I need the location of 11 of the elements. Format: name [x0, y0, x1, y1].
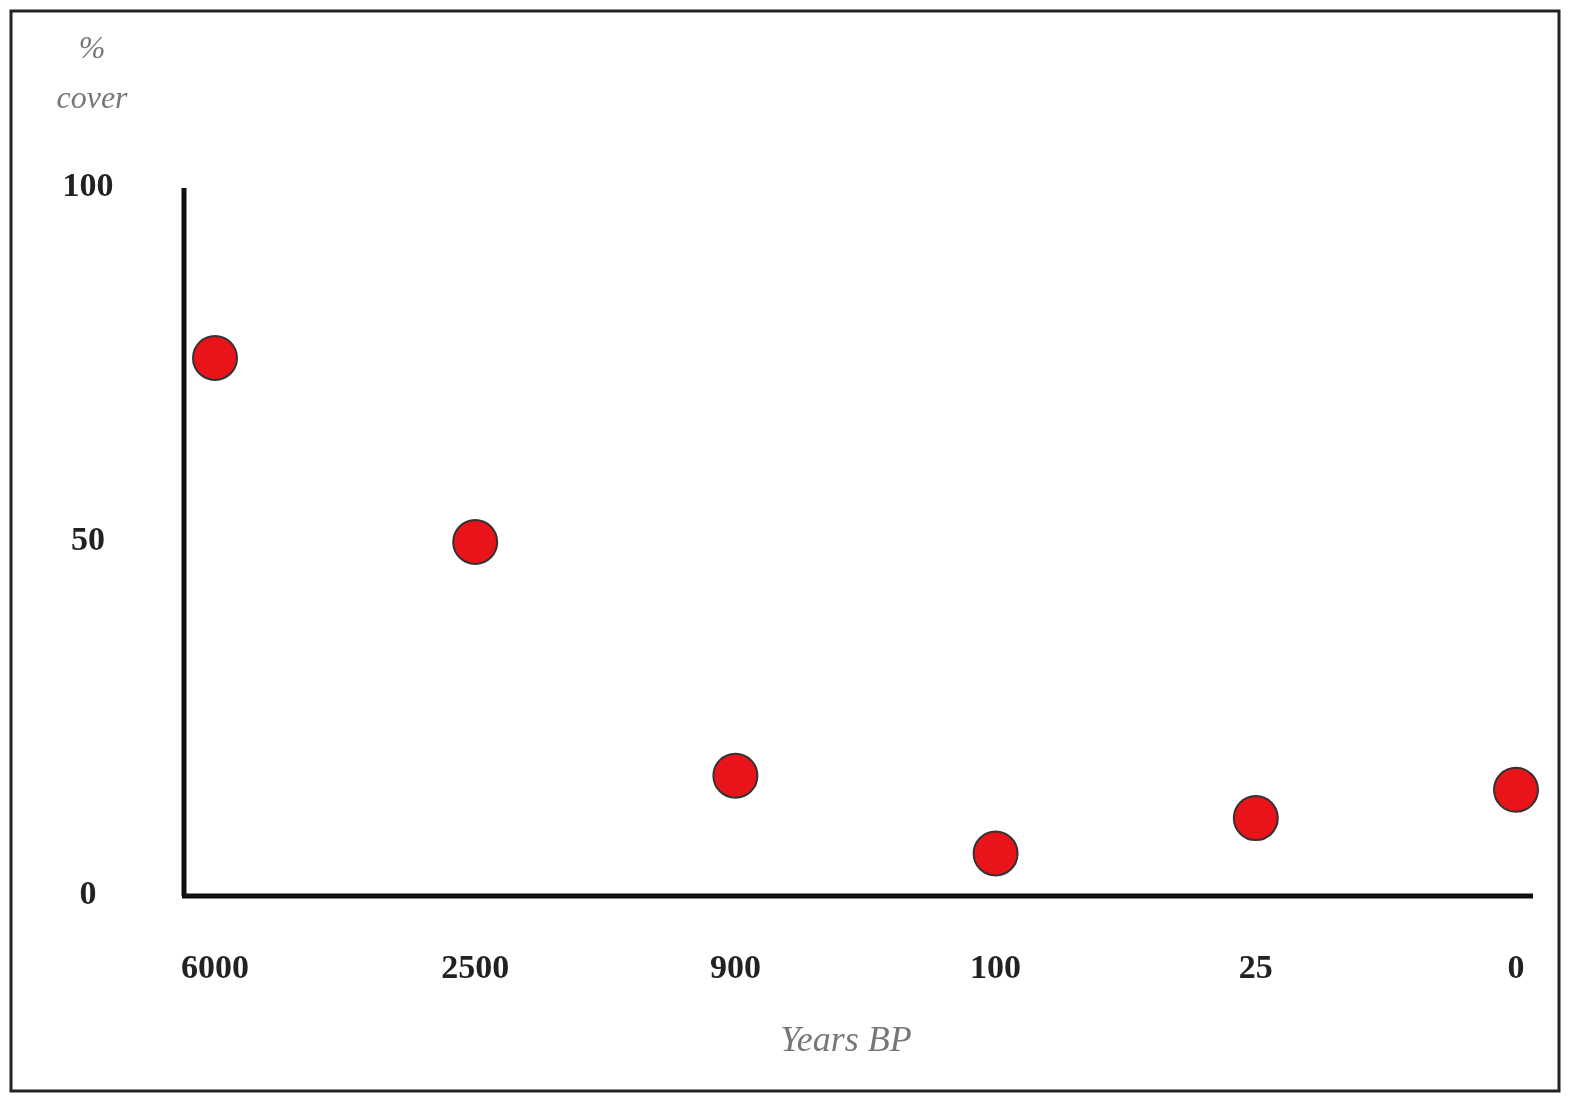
y-tick-label: 100	[62, 165, 114, 203]
y-tick-label: 50	[71, 519, 105, 557]
x-tick-label: 0	[1507, 947, 1525, 985]
x-tick-label: 25	[1238, 947, 1273, 985]
x-axis-title: Years BP	[780, 1019, 912, 1060]
y-axis-title: % cover	[56, 29, 129, 115]
y-tick-label: 0	[79, 873, 97, 911]
x-tick-label: 100	[970, 947, 1022, 985]
x-tick-label: 900	[709, 947, 761, 985]
x-tick-label: 6000	[181, 947, 249, 985]
x-tick-label: 2500	[441, 947, 510, 985]
